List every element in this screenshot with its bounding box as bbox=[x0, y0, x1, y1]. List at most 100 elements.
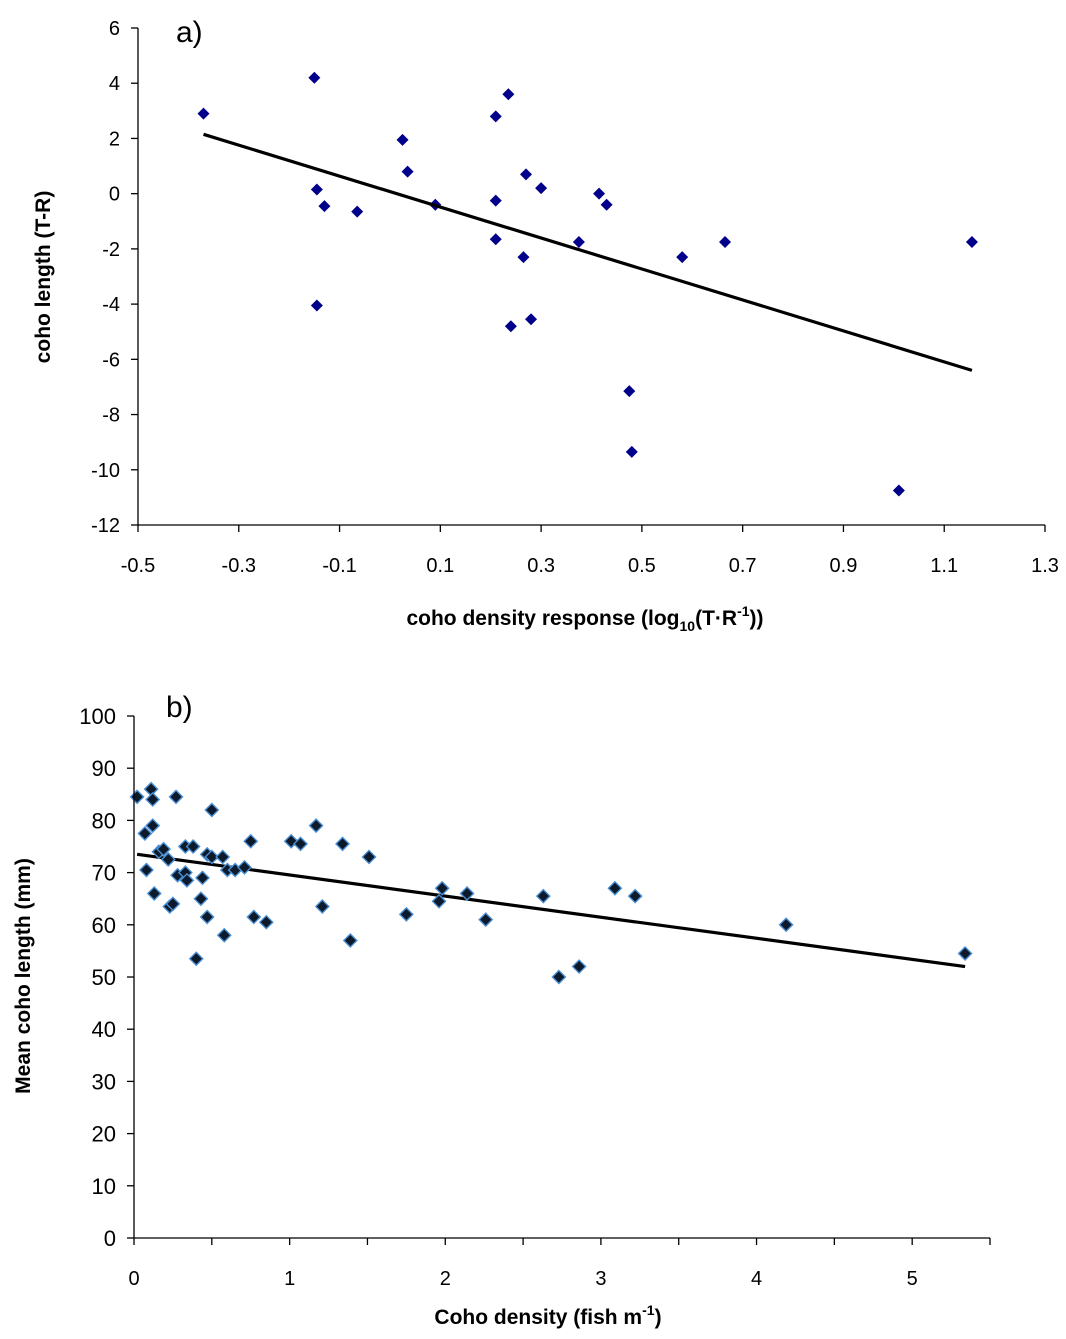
panel-b-data-point bbox=[168, 789, 184, 805]
panel-b-data-point bbox=[258, 914, 274, 930]
panel-a-x-tick-label: -0.3 bbox=[222, 555, 256, 577]
panel-b-data-point bbox=[335, 836, 351, 852]
panel-a-data-point bbox=[600, 198, 613, 211]
panel-a-y-tick-label: -6 bbox=[102, 349, 120, 371]
panel-b-data-point bbox=[957, 946, 973, 961]
panel-b-trendline bbox=[136, 852, 966, 969]
panel-b-y-tick-label: 70 bbox=[92, 861, 116, 886]
panel-b-data-point bbox=[216, 927, 232, 943]
panel-b-x-tick-label: 1 bbox=[284, 1268, 295, 1290]
panel-b-data-point bbox=[551, 969, 567, 985]
panel-b-data-point bbox=[160, 852, 176, 868]
panel-a-trendline bbox=[203, 132, 973, 372]
panel-a-data-point bbox=[719, 235, 732, 248]
panel-b-y-tick-label: 90 bbox=[92, 756, 116, 781]
panel-a-data-point bbox=[310, 183, 323, 196]
panel-a-data-point bbox=[572, 235, 585, 248]
panel-b-data-point bbox=[478, 912, 494, 928]
panel-b-data-point bbox=[246, 909, 262, 925]
panel-b-data-point bbox=[237, 859, 252, 875]
panel-b-data-point bbox=[434, 880, 450, 896]
panel-a-y-tick-label: -10 bbox=[91, 460, 120, 482]
panel-b-x-tick-label: 0 bbox=[128, 1268, 139, 1290]
panel-a-data-point bbox=[396, 133, 409, 146]
panel-b-data-point bbox=[204, 802, 220, 818]
panel-a-data-point bbox=[489, 233, 502, 246]
panel-a-data-point bbox=[197, 107, 210, 120]
panel-a-x-tick-label: 1.3 bbox=[1031, 555, 1059, 577]
panel-b-scatter: 0 10 20 30 40 50 60 70 80 90 100 0 1 2 3 4 5 b) Mean coh… bbox=[12, 691, 991, 1329]
panel-a-data-point bbox=[517, 251, 530, 264]
panel-b-y-tick-label: 50 bbox=[92, 965, 116, 990]
panel-b-data-point bbox=[308, 818, 324, 834]
panel-a-x-tick-label: 0.7 bbox=[729, 555, 757, 577]
panel-a-y-tick-label: -4 bbox=[102, 294, 120, 316]
panel-b-label: b) bbox=[166, 691, 193, 724]
panel-b-data-point bbox=[193, 891, 209, 907]
panel-a-data-point bbox=[892, 484, 905, 497]
panel-a-data-point bbox=[318, 200, 331, 213]
panel-a-data-point bbox=[489, 110, 502, 123]
panel-a-x-tick-label: 0.5 bbox=[628, 555, 656, 577]
panel-a-data-point bbox=[676, 251, 689, 264]
panel-a-y-tick-label: -12 bbox=[91, 515, 120, 537]
panel-b-data-point bbox=[293, 836, 309, 852]
panel-a-data-point bbox=[535, 182, 548, 195]
panel-b-data-point bbox=[627, 888, 643, 904]
panel-b-data-point bbox=[535, 888, 551, 904]
panel-b-data-point bbox=[215, 849, 231, 865]
panel-b-x-tick-label: 5 bbox=[907, 1268, 918, 1290]
panel-b-x-tick-label: 2 bbox=[440, 1268, 451, 1290]
panel-b-data-point bbox=[137, 825, 153, 841]
panel-a-data-point bbox=[504, 320, 517, 333]
panel-b-data-point bbox=[607, 880, 623, 896]
panel-b-x-tick-label: 3 bbox=[595, 1268, 606, 1290]
panel-b-y-tick-label: 10 bbox=[92, 1174, 116, 1199]
panel-b-y-tick-label: 80 bbox=[92, 808, 116, 833]
panel-b-data-point bbox=[571, 959, 587, 975]
panel-b-data-point bbox=[778, 917, 794, 933]
panel-b-data-point bbox=[204, 849, 220, 865]
panel-b-y-tick-label: 20 bbox=[92, 1122, 116, 1147]
panel-b-data-point bbox=[361, 849, 377, 865]
panel-a-data-point bbox=[519, 168, 532, 181]
panel-a-y-tick-label: 4 bbox=[109, 73, 120, 95]
panel-b-y-tick-label: 30 bbox=[92, 1069, 116, 1094]
panel-a-y-tick-label: 6 bbox=[109, 18, 120, 40]
panel-b-data-point bbox=[145, 818, 161, 834]
panel-a-data-point bbox=[351, 205, 364, 218]
panel-b-y-tick-label: 40 bbox=[92, 1017, 116, 1042]
panel-a-data-point bbox=[310, 299, 323, 312]
panel-b-data-point bbox=[145, 792, 161, 808]
panel-a-data-point bbox=[965, 235, 978, 248]
panel-a-data-point bbox=[489, 194, 502, 207]
panel-a-data-point bbox=[525, 313, 538, 326]
panel-a-data-point bbox=[502, 88, 515, 101]
panel-a-x-tick-label: -0.1 bbox=[322, 555, 356, 577]
panel-b-data-point bbox=[431, 893, 447, 909]
panel-a-label: a) bbox=[176, 16, 203, 49]
panel-a-x-tick-label: -0.5 bbox=[121, 555, 155, 577]
panel-b-y-tick-label: 100 bbox=[79, 704, 116, 729]
panel-b-data-point bbox=[146, 885, 162, 901]
panel-b-x-tick-label: 4 bbox=[751, 1268, 762, 1290]
panel-a-data-point bbox=[623, 385, 636, 398]
panel-a-y-tick-label: 0 bbox=[109, 184, 120, 206]
panel-a-x-axis-title: coho density response (log10(T·R-1)) bbox=[406, 603, 763, 634]
panel-b-data-point bbox=[185, 839, 201, 854]
panel-b-x-axis-title: Coho density (fish m-1) bbox=[434, 1302, 661, 1329]
panel-a-y-axis-title: coho length (T-R) bbox=[32, 191, 55, 364]
panel-b-data-point bbox=[165, 896, 181, 912]
panel-a-x-tick-label: 0.1 bbox=[426, 555, 454, 577]
panel-a-y-tick-label: 2 bbox=[109, 128, 120, 150]
panel-a-x-tick-label: 0.3 bbox=[527, 555, 555, 577]
panel-b-y-tick-label: 0 bbox=[104, 1226, 116, 1251]
panel-b-data-point bbox=[156, 841, 172, 857]
panel-b-y-tick-label: 60 bbox=[92, 913, 116, 938]
panel-b-data-point bbox=[179, 872, 195, 888]
panel-a-scatter: -12 -10 -8 -6 -4 -2 0 2 4 6 -0.5 -0.3 -0.1 0.1 0.3 0.5 0… bbox=[32, 16, 1059, 634]
panel-a-data-point bbox=[625, 445, 638, 458]
panel-a-y-tick-label: -8 bbox=[102, 405, 120, 427]
panel-a-data-point bbox=[308, 71, 321, 84]
